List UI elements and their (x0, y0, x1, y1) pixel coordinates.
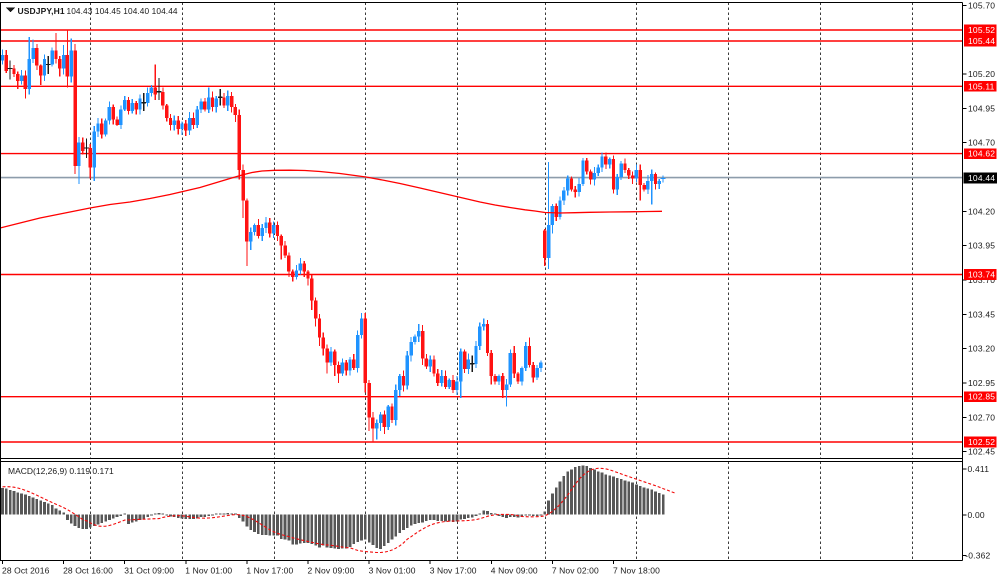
svg-text:104.43 104.45 104.40 104.44: 104.43 104.45 104.40 104.44 (67, 6, 178, 16)
svg-text:105.11: 105.11 (968, 81, 995, 91)
svg-text:102.70: 102.70 (968, 412, 995, 422)
svg-text:105.44: 105.44 (968, 36, 995, 46)
svg-text:28 Oct 16:00: 28 Oct 16:00 (63, 566, 113, 576)
svg-text:28 Oct 2016: 28 Oct 2016 (2, 566, 50, 576)
svg-text:104.95: 104.95 (968, 103, 995, 113)
svg-text:102.85: 102.85 (968, 392, 995, 402)
svg-text:102.95: 102.95 (968, 378, 995, 388)
svg-text:104.62: 104.62 (968, 149, 995, 159)
svg-text:MACD(12,26,9) 0.119 0.171: MACD(12,26,9) 0.119 0.171 (8, 466, 114, 476)
svg-text:2 Nov 09:00: 2 Nov 09:00 (308, 566, 355, 576)
svg-text:103.70: 103.70 (968, 275, 995, 285)
svg-text:3 Nov 17:00: 3 Nov 17:00 (430, 566, 477, 576)
svg-text:-0.362: -0.362 (965, 551, 990, 561)
svg-text:104.20: 104.20 (968, 206, 995, 216)
svg-text:0.00: 0.00 (968, 510, 985, 520)
svg-text:105.70: 105.70 (968, 0, 995, 10)
svg-text:103.45: 103.45 (968, 309, 995, 319)
svg-text:102.45: 102.45 (968, 447, 995, 457)
svg-text:102.52: 102.52 (968, 437, 995, 447)
svg-text:3 Nov 01:00: 3 Nov 01:00 (369, 566, 416, 576)
svg-text:103.74: 103.74 (968, 270, 995, 280)
svg-text:31 Oct 09:00: 31 Oct 09:00 (124, 566, 174, 576)
svg-text:4 Nov 09:00: 4 Nov 09:00 (491, 566, 538, 576)
svg-text:104.70: 104.70 (968, 138, 995, 148)
svg-text:7 Nov 18:00: 7 Nov 18:00 (613, 566, 660, 576)
svg-text:105.20: 105.20 (968, 69, 995, 79)
svg-text:USDJPY,H1: USDJPY,H1 (18, 6, 65, 16)
svg-text:105.52: 105.52 (968, 25, 995, 35)
svg-text:0.411: 0.411 (968, 464, 990, 474)
svg-text:1 Nov 01:00: 1 Nov 01:00 (185, 566, 232, 576)
svg-text:103.95: 103.95 (968, 241, 995, 251)
svg-text:104.44: 104.44 (968, 173, 995, 183)
svg-text:103.20: 103.20 (968, 344, 995, 354)
svg-text:1 Nov 17:00: 1 Nov 17:00 (246, 566, 293, 576)
svg-text:7 Nov 02:00: 7 Nov 02:00 (552, 566, 599, 576)
